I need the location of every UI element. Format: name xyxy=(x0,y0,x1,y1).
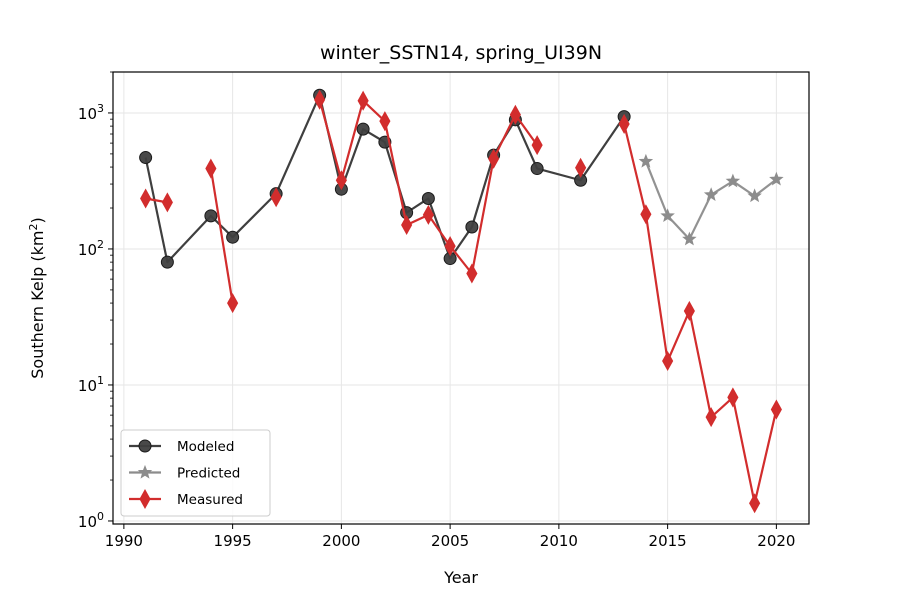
legend-label: Measured xyxy=(177,492,243,508)
data-point xyxy=(161,192,173,213)
legend-label: Predicted xyxy=(177,466,240,482)
data-point xyxy=(314,89,326,110)
y-axis-label-sup: 2 xyxy=(27,224,40,231)
data-point xyxy=(356,122,370,136)
chart-title: winter_SSTN14, spring_UI39N xyxy=(320,42,602,64)
x-tick-label: 1995 xyxy=(214,532,252,550)
x-tick-label: 2005 xyxy=(431,532,469,550)
data-point xyxy=(444,236,456,257)
y-tick-label: 100 xyxy=(78,510,104,531)
data-point xyxy=(160,255,174,269)
data-point xyxy=(139,151,153,165)
data-point xyxy=(638,153,654,168)
x-tick-label: 1990 xyxy=(105,532,143,550)
legend-box xyxy=(120,429,271,517)
data-point xyxy=(769,171,784,186)
legend-marker xyxy=(138,439,152,453)
legend-marker xyxy=(137,464,153,479)
data-point xyxy=(531,135,543,156)
y-tick-label: 102 xyxy=(78,238,104,259)
data-point xyxy=(618,113,630,134)
series-line xyxy=(209,168,234,304)
data-point xyxy=(204,209,218,223)
data-point xyxy=(703,187,719,201)
x-tick-label: 2020 xyxy=(757,532,795,550)
data-point xyxy=(357,90,369,111)
series-measured xyxy=(140,89,782,514)
y-axis-label: Southern Kelp (km2) xyxy=(27,217,47,378)
data-point xyxy=(401,214,413,236)
data-point xyxy=(227,293,239,314)
data-point xyxy=(205,158,217,179)
data-point xyxy=(335,170,347,191)
x-axis-label: Year xyxy=(443,568,478,587)
x-tick-label: 2000 xyxy=(322,532,360,550)
data-point xyxy=(530,162,544,176)
data-point xyxy=(747,188,762,203)
data-point xyxy=(705,407,717,428)
data-point xyxy=(682,231,697,246)
data-point xyxy=(509,104,521,125)
x-tick-label: 2010 xyxy=(540,532,578,550)
y-axis-label-close: ) xyxy=(28,217,47,223)
data-point xyxy=(465,220,479,234)
data-point xyxy=(488,148,500,169)
axes: 1990 1995 2000 2005 2010 2015 2020 100 101 102 103 xyxy=(78,71,795,550)
data-point xyxy=(727,387,739,408)
data-point xyxy=(226,230,240,244)
data-point xyxy=(683,300,695,321)
series-layer xyxy=(139,88,784,514)
data-point xyxy=(725,173,741,188)
data-point xyxy=(421,191,435,205)
data-point xyxy=(749,493,761,514)
series-predicted xyxy=(638,153,784,246)
data-point xyxy=(379,111,391,132)
data-point xyxy=(770,399,782,420)
data-point xyxy=(640,204,652,225)
y-tick-label: 103 xyxy=(78,102,104,123)
legend-marker xyxy=(139,488,151,510)
y-tick-label: 101 xyxy=(78,374,104,395)
series-line xyxy=(623,123,778,505)
data-point xyxy=(466,263,478,284)
legend: Modeled Predicted Measured xyxy=(120,429,271,517)
data-point xyxy=(140,188,152,209)
legend-label: Modeled xyxy=(177,439,234,455)
data-point xyxy=(422,204,434,225)
data-point xyxy=(662,350,674,372)
plot-frame xyxy=(112,71,810,525)
data-point xyxy=(575,157,587,178)
data-point xyxy=(660,208,675,223)
y-axis-label-main: Southern Kelp (km xyxy=(28,231,47,379)
data-point xyxy=(270,187,282,208)
x-tick-label: 2015 xyxy=(649,532,687,550)
